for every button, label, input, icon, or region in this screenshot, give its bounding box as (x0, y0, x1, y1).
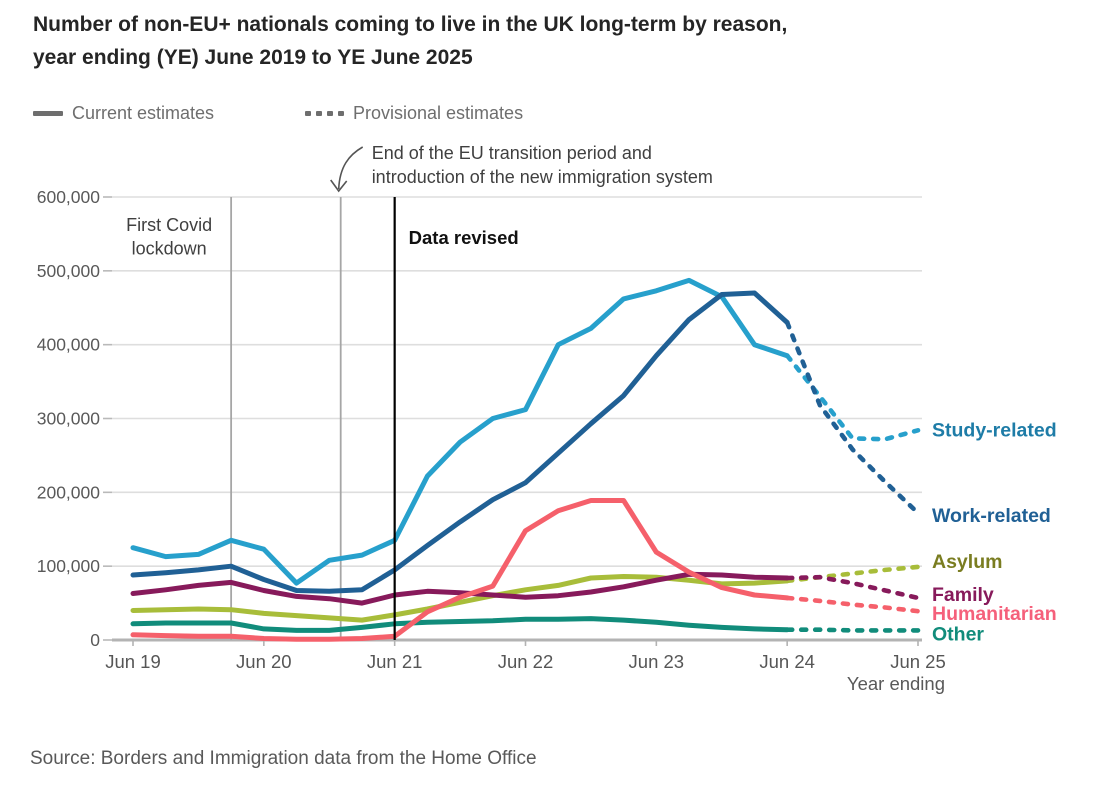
series-family-provisional (784, 574, 921, 601)
series-other-provisional (784, 627, 921, 633)
series-label-other: Other (932, 623, 984, 645)
annotation-eu-label: End of the EU transition period and (372, 143, 652, 163)
x-tick-label: Jun 21 (367, 651, 423, 672)
y-tick-label: 300,000 (37, 409, 101, 429)
series-study-current (130, 277, 790, 586)
series-other-current (130, 616, 790, 633)
series-work-provisional (784, 320, 921, 516)
series-label-study: Study-related (932, 419, 1057, 441)
legend-item-provisional: Provisional estimates (305, 103, 523, 123)
y-tick-label: 0 (90, 630, 100, 650)
annotation-arrow-icon (337, 146, 364, 190)
legend-provisional-label: Provisional estimates (353, 103, 524, 123)
x-tick-label: Jun 24 (759, 651, 815, 672)
y-tick-label: 400,000 (37, 335, 101, 355)
series-study-provisional (784, 353, 921, 442)
y-tick-label: 600,000 (37, 187, 101, 207)
y-tick-label: 100,000 (37, 556, 101, 576)
y-tick-label: 500,000 (37, 261, 101, 281)
annotation-covid-label: First Covid (126, 215, 212, 235)
chart-title: Number of non-EU+ nationals coming to li… (33, 13, 788, 69)
annotation-data-revised-label: Data revised (409, 227, 519, 248)
solid-line-swatch-icon (33, 110, 63, 116)
series-work-current (130, 290, 790, 594)
x-tick-label: Jun 25 (890, 651, 946, 672)
series-humanitarian-provisional (784, 595, 921, 614)
series-label-humanitarian: Humanitarian (932, 603, 1057, 625)
series-label-work: Work-related (932, 505, 1051, 527)
y-tick-label: 200,000 (37, 482, 101, 502)
x-axis-title: Year ending (847, 673, 945, 694)
series-humanitarian-current (130, 498, 790, 642)
x-tick-label: Jun 23 (629, 651, 685, 672)
annotation-covid-label: lockdown (132, 239, 207, 259)
source-note: Source: Borders and Immigration data fro… (30, 748, 537, 769)
legend-item-current: Current estimates (33, 103, 214, 123)
annotation-arrowhead-icon (330, 179, 348, 193)
x-tick-label: Jun 20 (236, 651, 292, 672)
annotation-eu-label: introduction of the new immigration syst… (372, 167, 713, 187)
x-tick-label: Jun 22 (498, 651, 554, 672)
dotted-line-swatch-icon (305, 110, 344, 116)
x-tick-label: Jun 19 (105, 651, 161, 672)
series-label-family: Family (932, 584, 994, 606)
series-family-current (130, 571, 790, 606)
series-label-asylum: Asylum (932, 551, 1002, 573)
legend-current-label: Current estimates (72, 103, 215, 123)
series-asylum-current (130, 574, 790, 623)
